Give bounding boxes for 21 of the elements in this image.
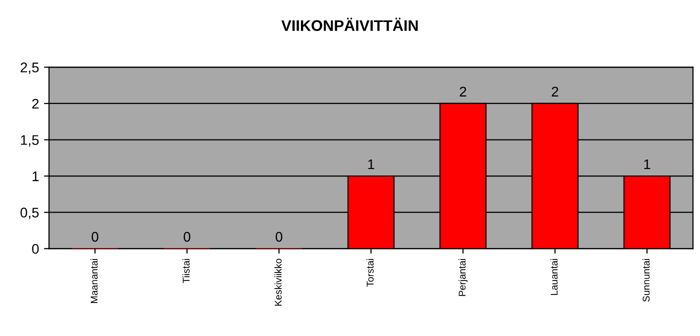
y-tick-label: 2 — [32, 98, 39, 109]
x-tick-label: Torstai — [366, 259, 374, 287]
data-label: 1 — [644, 159, 650, 170]
y-tick-label: 0 — [32, 244, 39, 254]
data-label: 0 — [184, 232, 190, 242]
x-tick-label: Tiistai — [182, 259, 190, 284]
chart-title: VIIKONPÄIVITTÄIN — [281, 18, 418, 31]
data-label: 2 — [552, 86, 558, 96]
y-tick-label: 1 — [32, 172, 39, 182]
x-tick-label: Perjantai — [458, 259, 468, 296]
x-tick-label: Lauantai — [550, 259, 558, 295]
x-tick-label: Maanantai — [90, 259, 98, 303]
x-tick-label: Keskiviikko — [274, 258, 282, 306]
data-label: 0 — [92, 232, 98, 242]
data-label: 0 — [276, 232, 282, 242]
data-label: 2 — [460, 86, 466, 96]
x-tick-label: Sunnuntai — [642, 259, 650, 302]
y-tick-label: 1,5 — [21, 135, 39, 147]
y-tick-label: 2,5 — [20, 62, 39, 74]
data-label: 1 — [368, 159, 374, 170]
y-tick-label: 0,5 — [20, 208, 39, 220]
